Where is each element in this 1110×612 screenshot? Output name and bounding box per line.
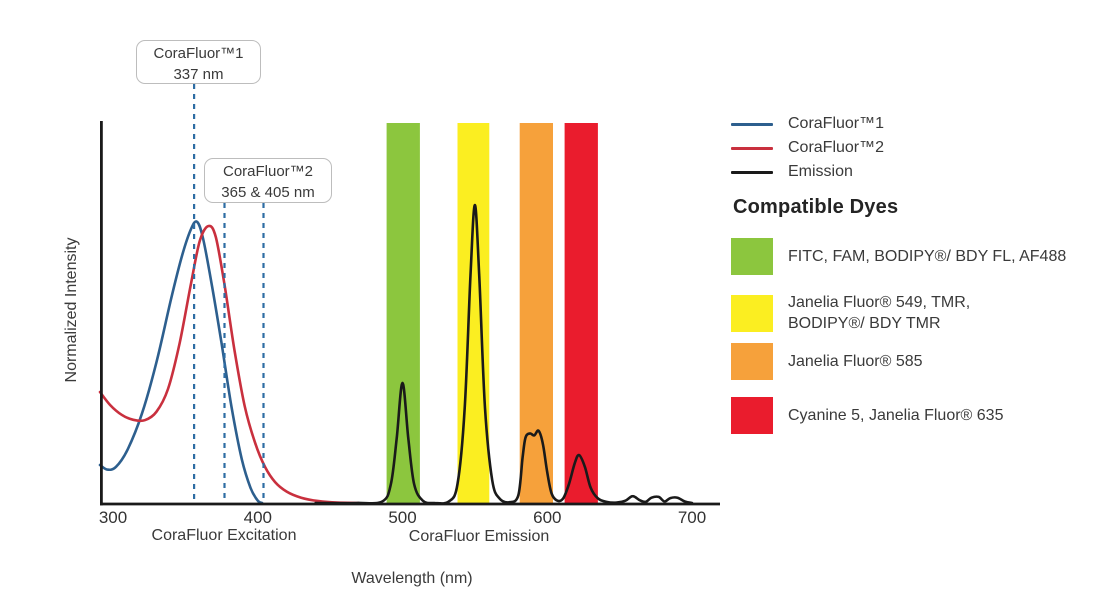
dye-item-green: FITC, FAM, BODIPY®/ BDY FL, AF488 (731, 238, 1066, 275)
x-tick-label: 400 (244, 508, 272, 527)
dye-item-orange: Janelia Fluor® 585 (731, 343, 923, 380)
dye-item-red: Cyanine 5, Janelia Fluor® 635 (731, 397, 1003, 434)
dye-label: Janelia Fluor® 549, TMR, BODIPY®/ BDY TM… (788, 294, 971, 333)
excitation-curve-corafluor2 (98, 224, 361, 505)
legend-item-corafluor2: CoraFluor™2 (731, 139, 885, 156)
annotation-corafluor2: CoraFluor™2 365 & 405 nm (204, 158, 332, 203)
compatible-dyes-heading: Compatible Dyes (733, 196, 899, 218)
x-tick-label: 600 (533, 508, 561, 527)
yellow-dye-swatch (731, 294, 773, 332)
corafluor1-line-swatch (731, 122, 773, 126)
annotation-value: 365 & 405 nm (221, 183, 315, 201)
spectra-plot: 300 400 500 600 700 (98, 84, 720, 527)
emission-curve (314, 203, 694, 505)
emission-section-label: CoraFluor Emission (408, 528, 550, 545)
green-filter-band (386, 123, 420, 504)
x-tick-label: 700 (678, 508, 706, 527)
legend-label: CoraFluor™1 (788, 115, 885, 132)
dye-label: FITC, FAM, BODIPY®/ BDY FL, AF488 (788, 247, 1067, 265)
dye-label: Janelia Fluor® 585 (788, 352, 923, 370)
annotation-title: CoraFluor™1 (153, 45, 244, 62)
excitation-curve-corafluor1 (98, 220, 264, 505)
annotation-value: 337 nm (173, 65, 224, 83)
legend-item-corafluor1: CoraFluor™1 (731, 115, 885, 132)
annotation-title: CoraFluor™2 (222, 163, 314, 180)
corafluor2-line-swatch (731, 146, 773, 150)
green-dye-swatch (731, 238, 773, 275)
legend-label: Emission (788, 163, 853, 180)
legend-label: CoraFluor™2 (788, 139, 885, 156)
dye-item-yellow: Janelia Fluor® 549, TMR, BODIPY®/ BDY TM… (731, 292, 970, 334)
emission-line-swatch (731, 170, 773, 174)
legend-panel: CoraFluor™1 CoraFluor™2 Emission Compati… (720, 0, 1110, 612)
x-tick-label: 300 (99, 508, 127, 527)
red-filter-band (564, 123, 598, 504)
legend-item-emission: Emission (731, 163, 853, 180)
orange-dye-swatch (731, 343, 773, 380)
y-axis-label: Normalized Intensity (63, 237, 80, 383)
x-tick-label: 500 (388, 508, 416, 527)
dye-label: Cyanine 5, Janelia Fluor® 635 (788, 406, 1004, 424)
red-dye-swatch (731, 397, 773, 434)
x-axis-label: Wavelength (nm) (351, 570, 473, 587)
excitation-section-label: CoraFluor Excitation (151, 527, 297, 544)
annotation-corafluor1: CoraFluor™1 337 nm (136, 40, 261, 84)
